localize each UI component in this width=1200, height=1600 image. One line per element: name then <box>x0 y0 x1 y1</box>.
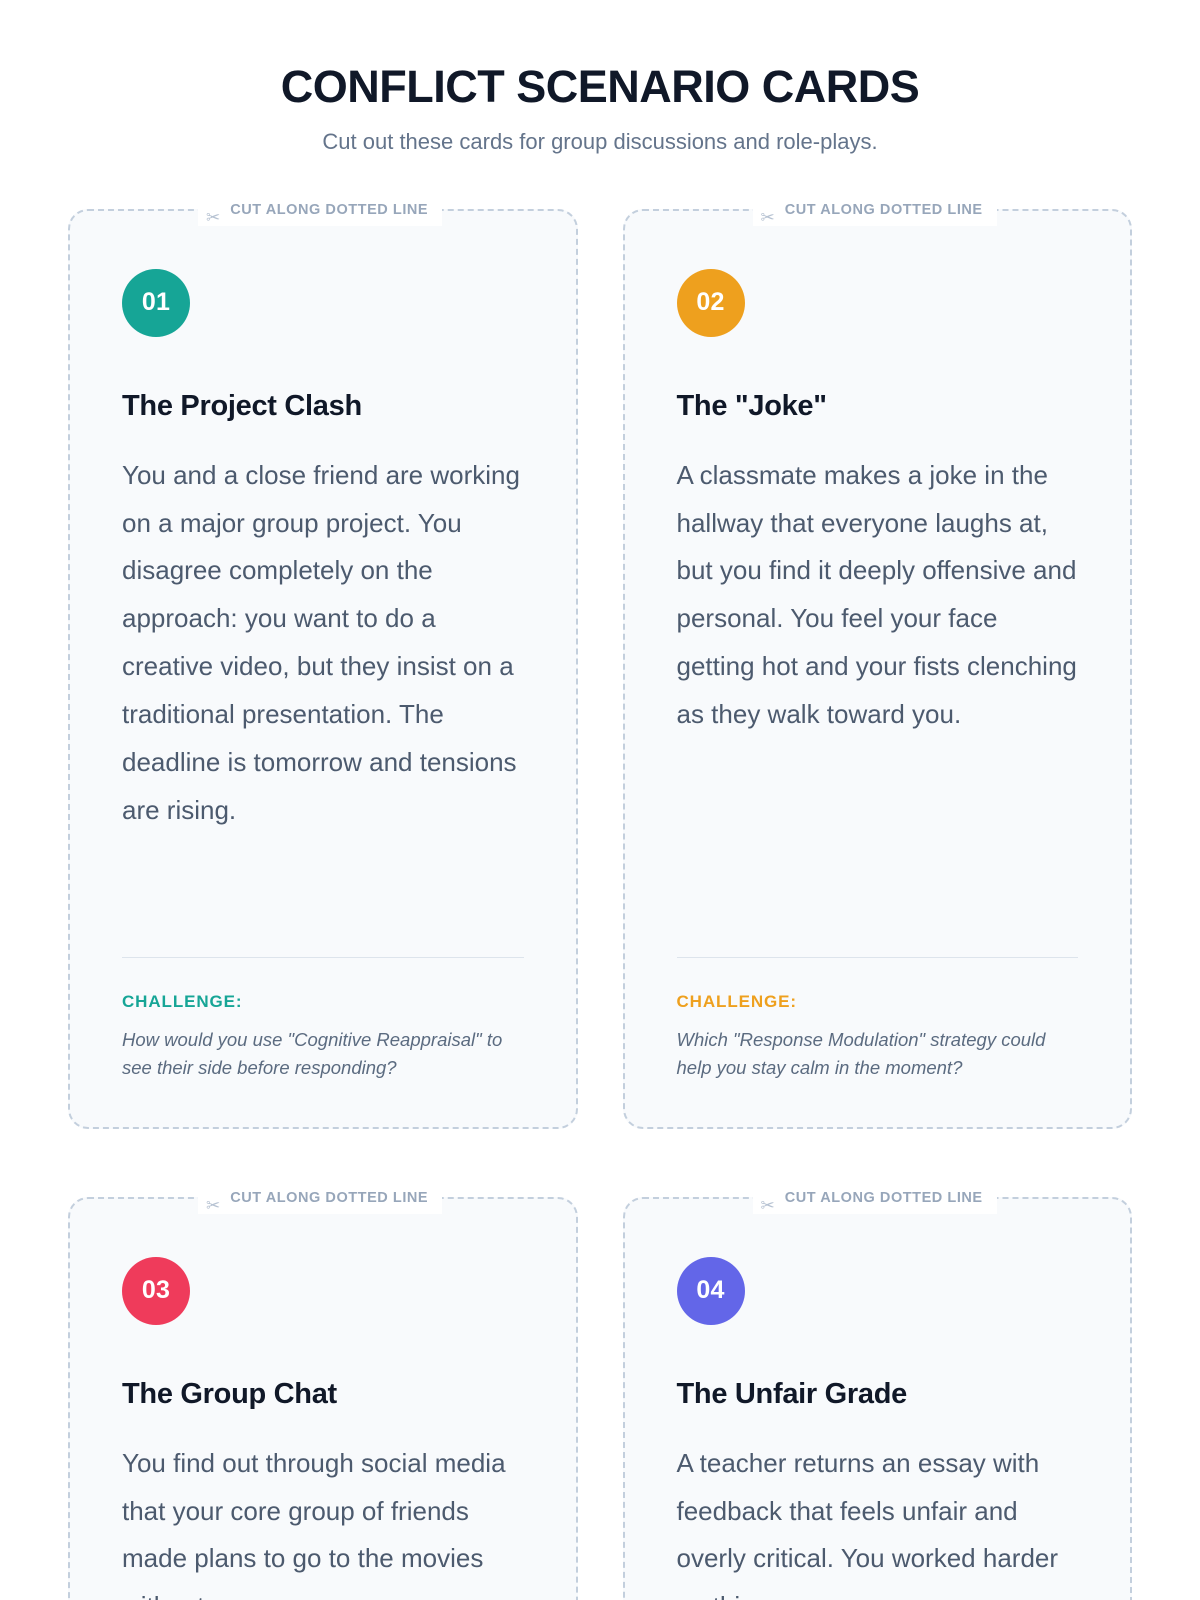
cut-line-text: CUT ALONG DOTTED LINE <box>230 1189 429 1206</box>
card-title: The Project Clash <box>122 389 362 422</box>
card-spacer <box>122 834 524 933</box>
challenge-label: CHALLENGE: <box>122 992 243 1012</box>
card-number-badge: 01 <box>122 268 190 337</box>
scenario-card-03: ✂ CUT ALONG DOTTED LINE 03 The Group Cha… <box>68 1184 578 1600</box>
card-body-text: You and a close friend are working on a … <box>122 459 520 825</box>
scissors-icon: ✂ <box>206 208 221 228</box>
card-body-text: A teacher returns an essay with feedback… <box>676 1447 1059 1600</box>
card-body-text: A classmate makes a joke in the hallway … <box>676 459 1077 729</box>
cut-line-text: CUT ALONG DOTTED LINE <box>230 201 429 218</box>
card-spacer <box>677 739 1079 933</box>
scenario-card-04: ✂ CUT ALONG DOTTED LINE 04 The Unfair Gr… <box>622 1184 1132 1600</box>
scenario-card-02: ✂ CUT ALONG DOTTED LINE 02 The "Joke" A … <box>622 196 1132 1129</box>
scenario-card-grid: ✂ CUT ALONG DOTTED LINE 01 The Project C… <box>68 196 1132 1600</box>
scenario-card-01: ✂ CUT ALONG DOTTED LINE 01 The Project C… <box>68 196 578 1129</box>
card-title: The Unfair Grade <box>676 1377 908 1410</box>
card-number-badge: 03 <box>122 1256 190 1325</box>
scissors-icon: ✂ <box>206 1196 221 1216</box>
challenge-label: CHALLENGE: <box>676 992 797 1012</box>
cut-line-label: ✂ CUT ALONG DOTTED LINE <box>198 1184 442 1216</box>
card-title: The Group Chat <box>122 1377 337 1410</box>
card-title: The "Joke" <box>676 389 828 422</box>
cut-line-label: ✂ CUT ALONG DOTTED LINE <box>752 1184 997 1216</box>
scissors-icon: ✂ <box>760 208 775 228</box>
card-number-badge: 04 <box>676 1256 745 1325</box>
page-subtitle: Cut out these cards for group discussion… <box>322 129 878 155</box>
card-body-text: You find out through social media that y… <box>122 1447 506 1600</box>
page-header: CONFLICT SCENARIO CARDS Cut out these ca… <box>68 0 1132 157</box>
scissors-icon: ✂ <box>760 1196 775 1216</box>
card-divider <box>122 957 524 959</box>
card-divider <box>676 957 1078 959</box>
challenge-text: How would you use "Cognitive Reappraisal… <box>122 1029 503 1078</box>
challenge-text: Which "Response Modulation" strategy cou… <box>676 1029 1046 1078</box>
cut-line-label: ✂ CUT ALONG DOTTED LINE <box>198 196 442 228</box>
page-title: CONFLICT SCENARIO CARDS <box>280 61 920 112</box>
cut-line-text: CUT ALONG DOTTED LINE <box>784 201 983 218</box>
cut-line-label: ✂ CUT ALONG DOTTED LINE <box>752 196 997 228</box>
cut-line-text: CUT ALONG DOTTED LINE <box>784 1189 983 1206</box>
card-number-badge: 02 <box>676 268 745 337</box>
